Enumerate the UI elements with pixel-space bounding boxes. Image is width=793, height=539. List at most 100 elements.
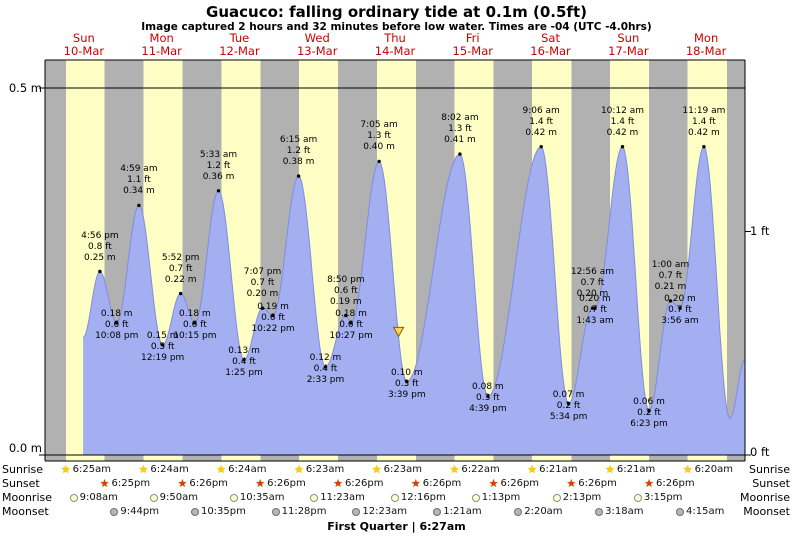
astro-time: 6:26pm xyxy=(267,478,306,489)
sunrise-icon: ★ xyxy=(449,463,460,476)
astro-time: 6:21am xyxy=(616,464,656,475)
astro-time: 10:35am xyxy=(239,492,285,503)
astro-entry: 11:28pm xyxy=(271,505,327,518)
tide-event-dot xyxy=(678,306,682,310)
day-date: 16-Mar xyxy=(530,44,571,58)
day-label: Sun 10-Mar xyxy=(45,32,123,58)
tide-event-dot xyxy=(405,379,409,384)
astro-time: 10:35pm xyxy=(200,506,246,517)
high-tide-label: 6:15 am 1.2 ft 0.38 m xyxy=(279,135,318,168)
tide-area-fill xyxy=(83,146,746,455)
astro-time: 6:26pm xyxy=(578,478,617,489)
sunset-icon: ★ xyxy=(333,477,343,490)
day-label: Wed 13-Mar xyxy=(278,32,356,58)
sunrise-icon: ★ xyxy=(216,463,227,476)
moonrise-icon xyxy=(310,493,319,502)
astro-row-label-moonrise: Moonrise xyxy=(2,491,52,504)
astro-row-label-moonset: Moonset xyxy=(743,505,790,518)
day-name: Sat xyxy=(541,31,560,45)
moonset-icon xyxy=(110,507,119,516)
day-label: Fri 15-Mar xyxy=(434,32,512,58)
astro-time: 6:26pm xyxy=(656,478,695,489)
astro-entry: 4:15am xyxy=(675,505,724,518)
tide-event-dot xyxy=(647,409,651,413)
astro-entry: ★ 6:26pm xyxy=(489,477,539,490)
low-tide-label: 0.08 m 0.3 ft 4:39 pm xyxy=(469,382,507,415)
moonset-icon xyxy=(514,507,523,516)
astro-entry: 1:13pm xyxy=(471,491,520,504)
low-tide-label: 0.06 m 0.2 ft 6:23 pm xyxy=(630,396,668,429)
astro-entry: 1:21am xyxy=(433,505,482,518)
astro-time: 2:20am xyxy=(524,506,563,517)
sunset-icon: ★ xyxy=(99,477,110,490)
astro-time: 6:26pm xyxy=(189,478,228,489)
low-tide-label: 0.12 m 0.4 ft 2:33 pm xyxy=(306,352,345,385)
y-axis-label-0ft: 0 ft xyxy=(750,445,770,459)
tide-event-dot xyxy=(702,145,706,149)
sunset-icon: ★ xyxy=(488,477,499,490)
tide-event-dot xyxy=(260,306,265,310)
chart-title: Guacuco: falling ordinary tide at 0.1m (… xyxy=(206,3,587,21)
astro-entry: ★ 6:26pm xyxy=(255,477,305,490)
astro-entry: ★ 6:23am xyxy=(294,463,344,476)
day-date: 10-Mar xyxy=(63,44,105,58)
low-tide-label: 0.18 m 0.6 ft 10:08 pm xyxy=(95,308,139,341)
astro-time: 12:23am xyxy=(362,506,408,517)
day-label: Mon 18-Mar xyxy=(667,32,745,58)
astro-time: 9:44pm xyxy=(120,506,159,517)
astro-entry: ★ 6:23am xyxy=(372,463,422,476)
moonset-icon xyxy=(190,507,199,516)
day-date: 18-Mar xyxy=(685,44,727,58)
moonset-icon xyxy=(433,507,442,516)
high-tide-label: 9:06 am 1.4 ft 0.42 m xyxy=(522,105,560,138)
sunset-icon: ★ xyxy=(177,477,188,490)
tide-event-dot xyxy=(486,394,490,398)
astro-time: 3:18am xyxy=(605,506,644,517)
sunset-icon: ★ xyxy=(566,477,577,490)
astro-entry: 12:23am xyxy=(352,505,407,518)
moon-phase-footer: First Quarter | 6:27am xyxy=(327,520,466,533)
high-tide-label: 5:33 am 1.2 ft 0.36 m xyxy=(199,149,238,182)
day-name: Tue xyxy=(229,31,250,45)
day-label: Thu 14-Mar xyxy=(356,32,434,58)
sunset-icon: ★ xyxy=(255,477,266,490)
day-name: Thu xyxy=(384,31,406,45)
tide-event-dot xyxy=(271,313,275,318)
astro-time: 12:16pm xyxy=(400,492,446,503)
astro-entry: ★ 6:21am xyxy=(605,463,655,476)
moonrise-icon xyxy=(633,493,642,502)
astro-time: 9:50am xyxy=(159,492,198,503)
low-tide-label: 0.18 m 0.6 ft 10:27 pm xyxy=(329,308,373,341)
astro-time: 6:23am xyxy=(383,464,422,475)
day-name: Sun xyxy=(617,31,640,45)
astro-time: 6:24am xyxy=(228,464,267,475)
astro-entry: ★ 6:21am xyxy=(527,463,577,476)
y-axis-label-05m: 0.5 m xyxy=(8,81,42,95)
day-date: 11-Mar xyxy=(141,44,182,58)
day-label: Tue 12-Mar xyxy=(200,32,278,58)
tide-event-dot xyxy=(216,189,221,193)
astro-entry: ★ 6:26pm xyxy=(178,477,228,490)
day-date: 17-Mar xyxy=(608,44,649,58)
low-tide-label: 0.13 m 0.4 ft 1:25 pm xyxy=(225,345,263,378)
tide-event-dot xyxy=(98,269,102,274)
astro-entry: 9:50am xyxy=(149,491,198,504)
astro-entry: 9:44pm xyxy=(110,505,159,518)
astro-row-label-moonrise: Moonrise xyxy=(740,491,790,504)
y-axis-label-00m: 0.0 m xyxy=(8,441,42,455)
astro-time: 6:22am xyxy=(461,464,500,475)
day-name: Mon xyxy=(149,31,174,45)
moonrise-icon xyxy=(229,493,238,502)
day-label: Sat 16-Mar xyxy=(512,32,590,58)
moonrise-icon xyxy=(149,493,158,502)
astro-entry: ★ 6:22am xyxy=(450,463,500,476)
chart-subtitle: Image captured 2 hours and 32 minutes be… xyxy=(141,21,652,33)
moonset-icon xyxy=(271,507,280,516)
astro-row-label-sunset: Sunset xyxy=(2,477,40,490)
sunset-icon: ★ xyxy=(410,477,421,490)
astro-time: 2:13pm xyxy=(562,492,602,503)
tide-event-dot xyxy=(590,306,595,310)
low-tide-label: 0.15 m 0.5 ft 12:19 pm xyxy=(141,330,185,363)
astro-entry: ★ 6:26pm xyxy=(333,477,383,490)
